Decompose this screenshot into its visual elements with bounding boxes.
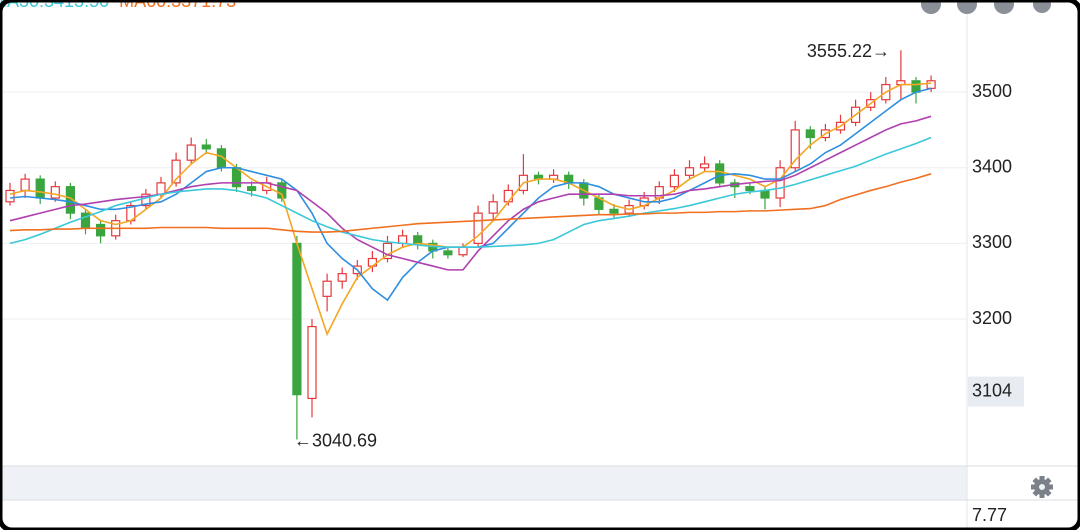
panel-separator (0, 466, 967, 500)
candle-body (488, 201, 498, 214)
candle-body (911, 80, 921, 93)
candle-body (790, 129, 800, 169)
y-tick-label: 3500 (972, 81, 1012, 101)
candle-body (95, 223, 106, 237)
candle-body (277, 182, 287, 199)
candle-body (398, 235, 408, 244)
candle-body (5, 189, 15, 203)
candle-body (307, 325, 317, 400)
icon[interactable] (1033, 0, 1051, 13)
toolbar-icons (921, 0, 1051, 14)
header-label: MA30:3413.50 (0, 0, 109, 11)
candle-body (443, 250, 453, 256)
candle-body (699, 163, 710, 169)
icon[interactable] (921, 0, 941, 14)
candle-body (35, 178, 45, 199)
candle-body (247, 186, 257, 192)
candle-body (458, 246, 468, 256)
candle-body (382, 242, 393, 260)
candle-body (684, 167, 695, 176)
candle-body (926, 80, 936, 89)
plot: 3200 3300 3400 3500 MA30:3413.50 MA60:3371.73… (0, 0, 1024, 525)
candle-body (65, 186, 76, 214)
candle-body (337, 273, 347, 282)
candle-body (715, 163, 725, 184)
y-tick-label: 3400 (972, 157, 1012, 177)
annotation: ←3040.69 (294, 430, 377, 450)
candle-body (156, 182, 166, 195)
candle-body (186, 144, 196, 161)
ma-line (9, 136, 932, 248)
y-tick-label: 3300 (972, 232, 1012, 252)
price-tag (968, 376, 1024, 407)
y-tick-label: 3200 (972, 308, 1012, 328)
icon[interactable] (994, 0, 1014, 14)
candle-body (503, 189, 513, 203)
settings-gear[interactable] (1031, 476, 1053, 498)
icon[interactable] (957, 0, 977, 14)
candle-body (20, 178, 30, 192)
header-label: MA60:3371.73 (119, 0, 236, 11)
volume-tick-label: 7.77 (972, 505, 1007, 525)
ma-line (9, 173, 932, 233)
candle-body (292, 242, 302, 396)
candle-body (745, 186, 755, 192)
candle-body (669, 174, 680, 188)
candle-body (413, 235, 423, 244)
candle-body (609, 208, 619, 214)
price-tag-label: 3104 (972, 380, 1012, 400)
candle-body (50, 186, 60, 199)
candle-body (171, 159, 181, 184)
candle-body (805, 129, 815, 139)
candle-body (141, 193, 151, 207)
candle-body (473, 212, 483, 244)
candle-body (201, 144, 211, 150)
candle-body (322, 280, 332, 297)
annotation: 3555.22→ (807, 41, 890, 61)
candle-body (775, 167, 785, 199)
candle-body (760, 189, 770, 199)
